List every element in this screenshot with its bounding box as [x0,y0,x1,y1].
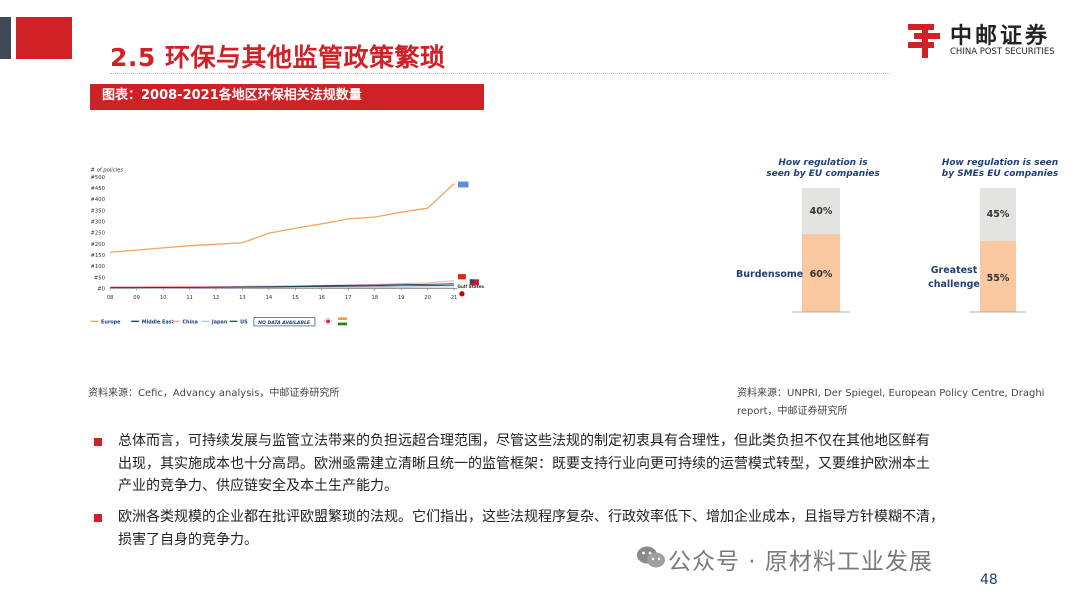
paragraph-line: 总体而言，可持续发展与监管立法带来的负担远超合理范围，尽管这些法规的制定初衷具有… [118,433,930,449]
y-axis-label: # of policies [91,168,124,174]
y-tick-label: #150 [91,253,105,259]
sme-companies-bar-chart: How regulation is seen by SMEs EU compan… [928,158,1059,313]
japan-flag-icon [459,291,465,297]
no-data-label: NO DATA AVAILABLE [258,320,311,326]
x-tick-label: 18 [371,295,378,301]
bullet-marker [94,438,102,446]
x-tick-label: 17 [345,295,352,301]
slide-title: 2.5 环保与其他监管政策繁琐 [110,43,446,72]
wechat-icon [637,546,665,568]
bullet-paragraph-1: 总体而言，可持续发展与监管立法带来的负担远超合理范围，尽管这些法规的制定初衷具有… [118,430,1058,498]
legend-label: US [240,319,248,325]
sme-chart-title-line2: by SMEs EU companies [942,169,1059,179]
series-line-japan [110,286,455,289]
bullet-paragraph-2: 欧洲各类规模的企业都在批评欧盟繁琐的法规。它们指出，这些法规程序复杂、行政效率低… [118,506,1058,551]
y-tick-label: #450 [91,186,105,192]
eu-bar-category: Burdensome [736,269,803,280]
legend-label: Japan [211,319,228,325]
y-tick-label: #300 [91,220,105,226]
paragraph-line: 欧洲各类规模的企业都在批评欧盟繁琐的法规。它们指出，这些法规程序复杂、行政效率低… [118,509,944,525]
eu-bar-other-segment [802,188,840,234]
x-tick-label: 09 [133,295,140,301]
china-post-emblem-icon [908,24,940,58]
sme-bar-category-line1: Greatest [931,265,978,276]
eu-bar-bottom-label: 60% [810,269,833,280]
policies-line-chart: # of policies #0 #50 #100 #150 #200 #250 #300 #… [90,168,485,327]
x-tick-label: 19 [398,295,405,301]
us-flag-canton-icon [469,279,474,283]
corner-decoration-red [16,17,72,59]
y-tick-label: #500 [91,175,105,181]
x-tick-label: 20 [424,295,431,301]
eu-chart-title-line2: seen by EU companies [766,169,880,179]
y-tick-label: #400 [91,197,105,203]
paragraph-line: 损害了自身的竞争力。 [118,531,258,548]
x-tick-label: 21 [451,295,458,301]
watermark-text: 公众号 · 原材料工业发展 [668,549,933,575]
figure-caption-rule [90,108,484,110]
sme-chart-title-line1: How regulation is seen [942,158,1058,168]
china-flag-icon [458,274,466,280]
corner-decoration-dark [0,17,11,59]
paragraph-line: 产业的竞争力、供应链安全及本土生产能力。 [118,478,398,494]
sme-bar-challenge-segment [980,241,1016,312]
x-tick-label: 16 [318,295,325,301]
series-line-china [110,280,455,288]
figure-caption: 图表：2008-2021各地区环保相关法规数量 [90,84,484,108]
title-divider [110,73,890,74]
bullet-marker [94,514,102,522]
x-tick-label: 12 [213,295,220,301]
series-line-europe [110,183,455,253]
y-tick-label: #0 [97,286,105,292]
source-right-line2: report，中邮证券研究所 [737,406,848,417]
x-tick-label: 13 [239,295,246,301]
x-tick-label: 14 [266,295,273,301]
gulf-states-label: Gulf States [457,284,484,290]
eu-chart-title-line1: How regulation is [778,158,868,168]
y-tick-label: #100 [91,264,105,270]
company-logo: 中邮证券 CHINA POST SECURITIES [902,18,1074,62]
logo-name-cn: 中邮证券 [950,24,1051,49]
india-flag-middle-icon [337,319,348,323]
page-number: 48 [980,572,998,588]
y-tick-label: #200 [91,242,105,248]
eu-flag-icon [458,181,469,188]
korea-flag-center-icon [326,319,331,324]
y-tick-label: #250 [91,231,105,237]
y-tick-label: #350 [91,208,105,214]
eu-companies-bar-chart: How regulation is seen by EU companies 4… [736,158,880,313]
source-right-line1: 资料来源：UNPRI, Der Spiegel, European Policy… [737,388,1045,399]
y-tick-label: #50 [94,275,105,281]
sme-bar-bottom-label: 55% [987,273,1010,284]
india-flag-icon [337,317,348,321]
sme-bar-other-segment [980,188,1016,241]
sme-bar-category-line2: challenge [928,279,980,290]
x-tick-label: 08 [107,295,114,301]
legend-label: China [182,319,198,325]
legend-label: Europe [101,319,121,325]
x-tick-label: 11 [186,295,193,301]
source-left: 资料来源：Cefic，Advancy analysis，中邮证券研究所 [88,388,340,399]
sme-bar-top-label: 45% [987,209,1010,220]
no-data-box [253,317,316,327]
eu-bar-burdensome-segment [802,234,840,312]
logo-name-en: CHINA POST SECURITIES [950,47,1055,57]
india-flag-bottom-icon [337,322,348,326]
x-tick-label: 10 [160,295,167,301]
us-flag-icon [469,279,479,286]
paragraph-line: 出现，其实施成本也十分高昂。欧洲亟需建立清晰且统一的监管框架：既要支持行业向更可… [118,455,930,472]
eu-bar-top-label: 40% [810,206,833,217]
x-tick-label: 15 [292,295,299,301]
legend-label: Middle East [142,319,175,325]
series-line-middle-east [110,283,455,289]
